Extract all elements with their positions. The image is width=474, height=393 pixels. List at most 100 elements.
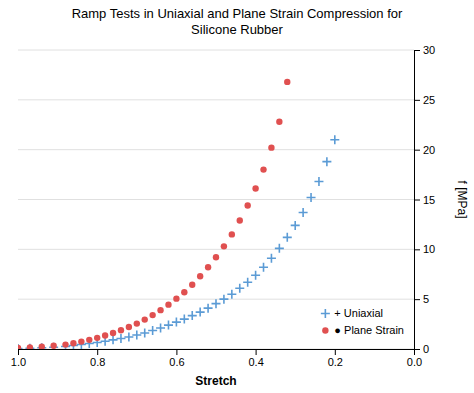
- tick-mark: [256, 349, 257, 355]
- grid-line: [18, 249, 414, 250]
- y-axis-title: f [MPa]: [455, 180, 469, 218]
- point-shape: [314, 177, 323, 186]
- point: [116, 334, 125, 343]
- point: [189, 282, 195, 288]
- point: [276, 119, 282, 125]
- point: [322, 157, 331, 166]
- legend: + Uniaxial● Plane Strain: [321, 307, 404, 336]
- point-shape: [252, 185, 258, 191]
- point: [212, 299, 221, 308]
- point: [134, 320, 140, 326]
- tick-mark: [414, 50, 420, 51]
- point-shape: [276, 119, 282, 125]
- point: [204, 304, 213, 313]
- series: [18, 135, 339, 349]
- legend-label: + Uniaxial: [334, 307, 383, 319]
- point: [164, 321, 173, 330]
- point-shape: [102, 332, 108, 338]
- point: [86, 337, 92, 343]
- point-shape: [61, 342, 70, 349]
- point-shape: [86, 337, 92, 343]
- point: [267, 254, 276, 263]
- tick-label: 0.8: [90, 356, 105, 368]
- point-shape: [142, 316, 148, 322]
- point-shape: [172, 318, 181, 327]
- point: [259, 263, 268, 272]
- point-shape: [18, 344, 23, 349]
- point: [172, 318, 181, 327]
- point: [142, 316, 148, 322]
- x-tick: 0.2: [328, 349, 343, 368]
- point-shape: [49, 343, 58, 349]
- point: [69, 341, 78, 349]
- x-axis-title: Stretch: [195, 374, 236, 388]
- point-shape: [69, 341, 78, 349]
- tick-label: 0.6: [169, 356, 184, 368]
- point: [227, 290, 236, 299]
- point-shape: [134, 320, 140, 326]
- point: [18, 344, 23, 349]
- point: [132, 331, 141, 340]
- point-shape: [227, 290, 236, 299]
- tick-label: 0.0: [407, 356, 422, 368]
- point: [330, 135, 339, 144]
- y-tick: 20: [414, 144, 435, 156]
- point-shape: [299, 208, 308, 217]
- point-shape: [116, 334, 125, 343]
- tick-label: 25: [423, 94, 435, 106]
- tick-mark: [335, 349, 336, 355]
- point-shape: [173, 295, 179, 301]
- point-shape: [237, 217, 243, 223]
- point: [260, 166, 266, 172]
- y-axis: 051015202530: [414, 44, 435, 355]
- grid-line: [18, 199, 414, 200]
- x-tick: 1.0: [11, 349, 26, 368]
- point-shape: [259, 263, 268, 272]
- tick-mark: [414, 299, 420, 300]
- point: [149, 312, 155, 318]
- point-shape: [126, 324, 132, 330]
- tick-label: 1.0: [11, 356, 26, 368]
- point-shape: [165, 301, 171, 307]
- point: [196, 308, 205, 317]
- point-shape: [39, 344, 45, 349]
- x-tick: 0.8: [90, 349, 105, 368]
- point-shape: [219, 295, 228, 304]
- point-shape: [140, 329, 149, 338]
- point-shape: [25, 344, 34, 349]
- point: [219, 295, 228, 304]
- point: [299, 208, 308, 217]
- point-shape: [78, 338, 84, 344]
- point-shape: [148, 326, 157, 335]
- point-shape: [181, 289, 187, 295]
- legend-symbol: [321, 309, 330, 318]
- point: [181, 289, 187, 295]
- point-shape: [212, 299, 221, 308]
- tick-label: 5: [423, 293, 429, 305]
- point-shape: [322, 157, 331, 166]
- point-shape: [204, 304, 213, 313]
- point: [291, 221, 300, 230]
- point: [109, 335, 118, 344]
- y-tick: 30: [414, 44, 435, 56]
- point: [197, 273, 203, 279]
- x-tick: 0.4: [248, 349, 263, 368]
- point-shape: [109, 335, 118, 344]
- point-shape: [118, 327, 124, 333]
- point-shape: [213, 254, 219, 260]
- point: [78, 338, 84, 344]
- tick-mark: [414, 150, 420, 151]
- point-shape: [196, 308, 205, 317]
- point: [49, 343, 58, 349]
- grid-line: [18, 50, 414, 51]
- y-tick: 25: [414, 94, 435, 106]
- tick-mark: [414, 200, 420, 201]
- chart: 1.00.80.60.40.20.0051015202530Stretchf […: [0, 0, 474, 393]
- tick-label: 0: [423, 343, 429, 355]
- point-shape: [221, 243, 227, 249]
- point-shape: [27, 344, 33, 349]
- point-shape: [157, 307, 163, 313]
- x-tick: 0.0: [407, 349, 422, 368]
- point-shape: [188, 311, 197, 320]
- point-shape: [260, 166, 266, 172]
